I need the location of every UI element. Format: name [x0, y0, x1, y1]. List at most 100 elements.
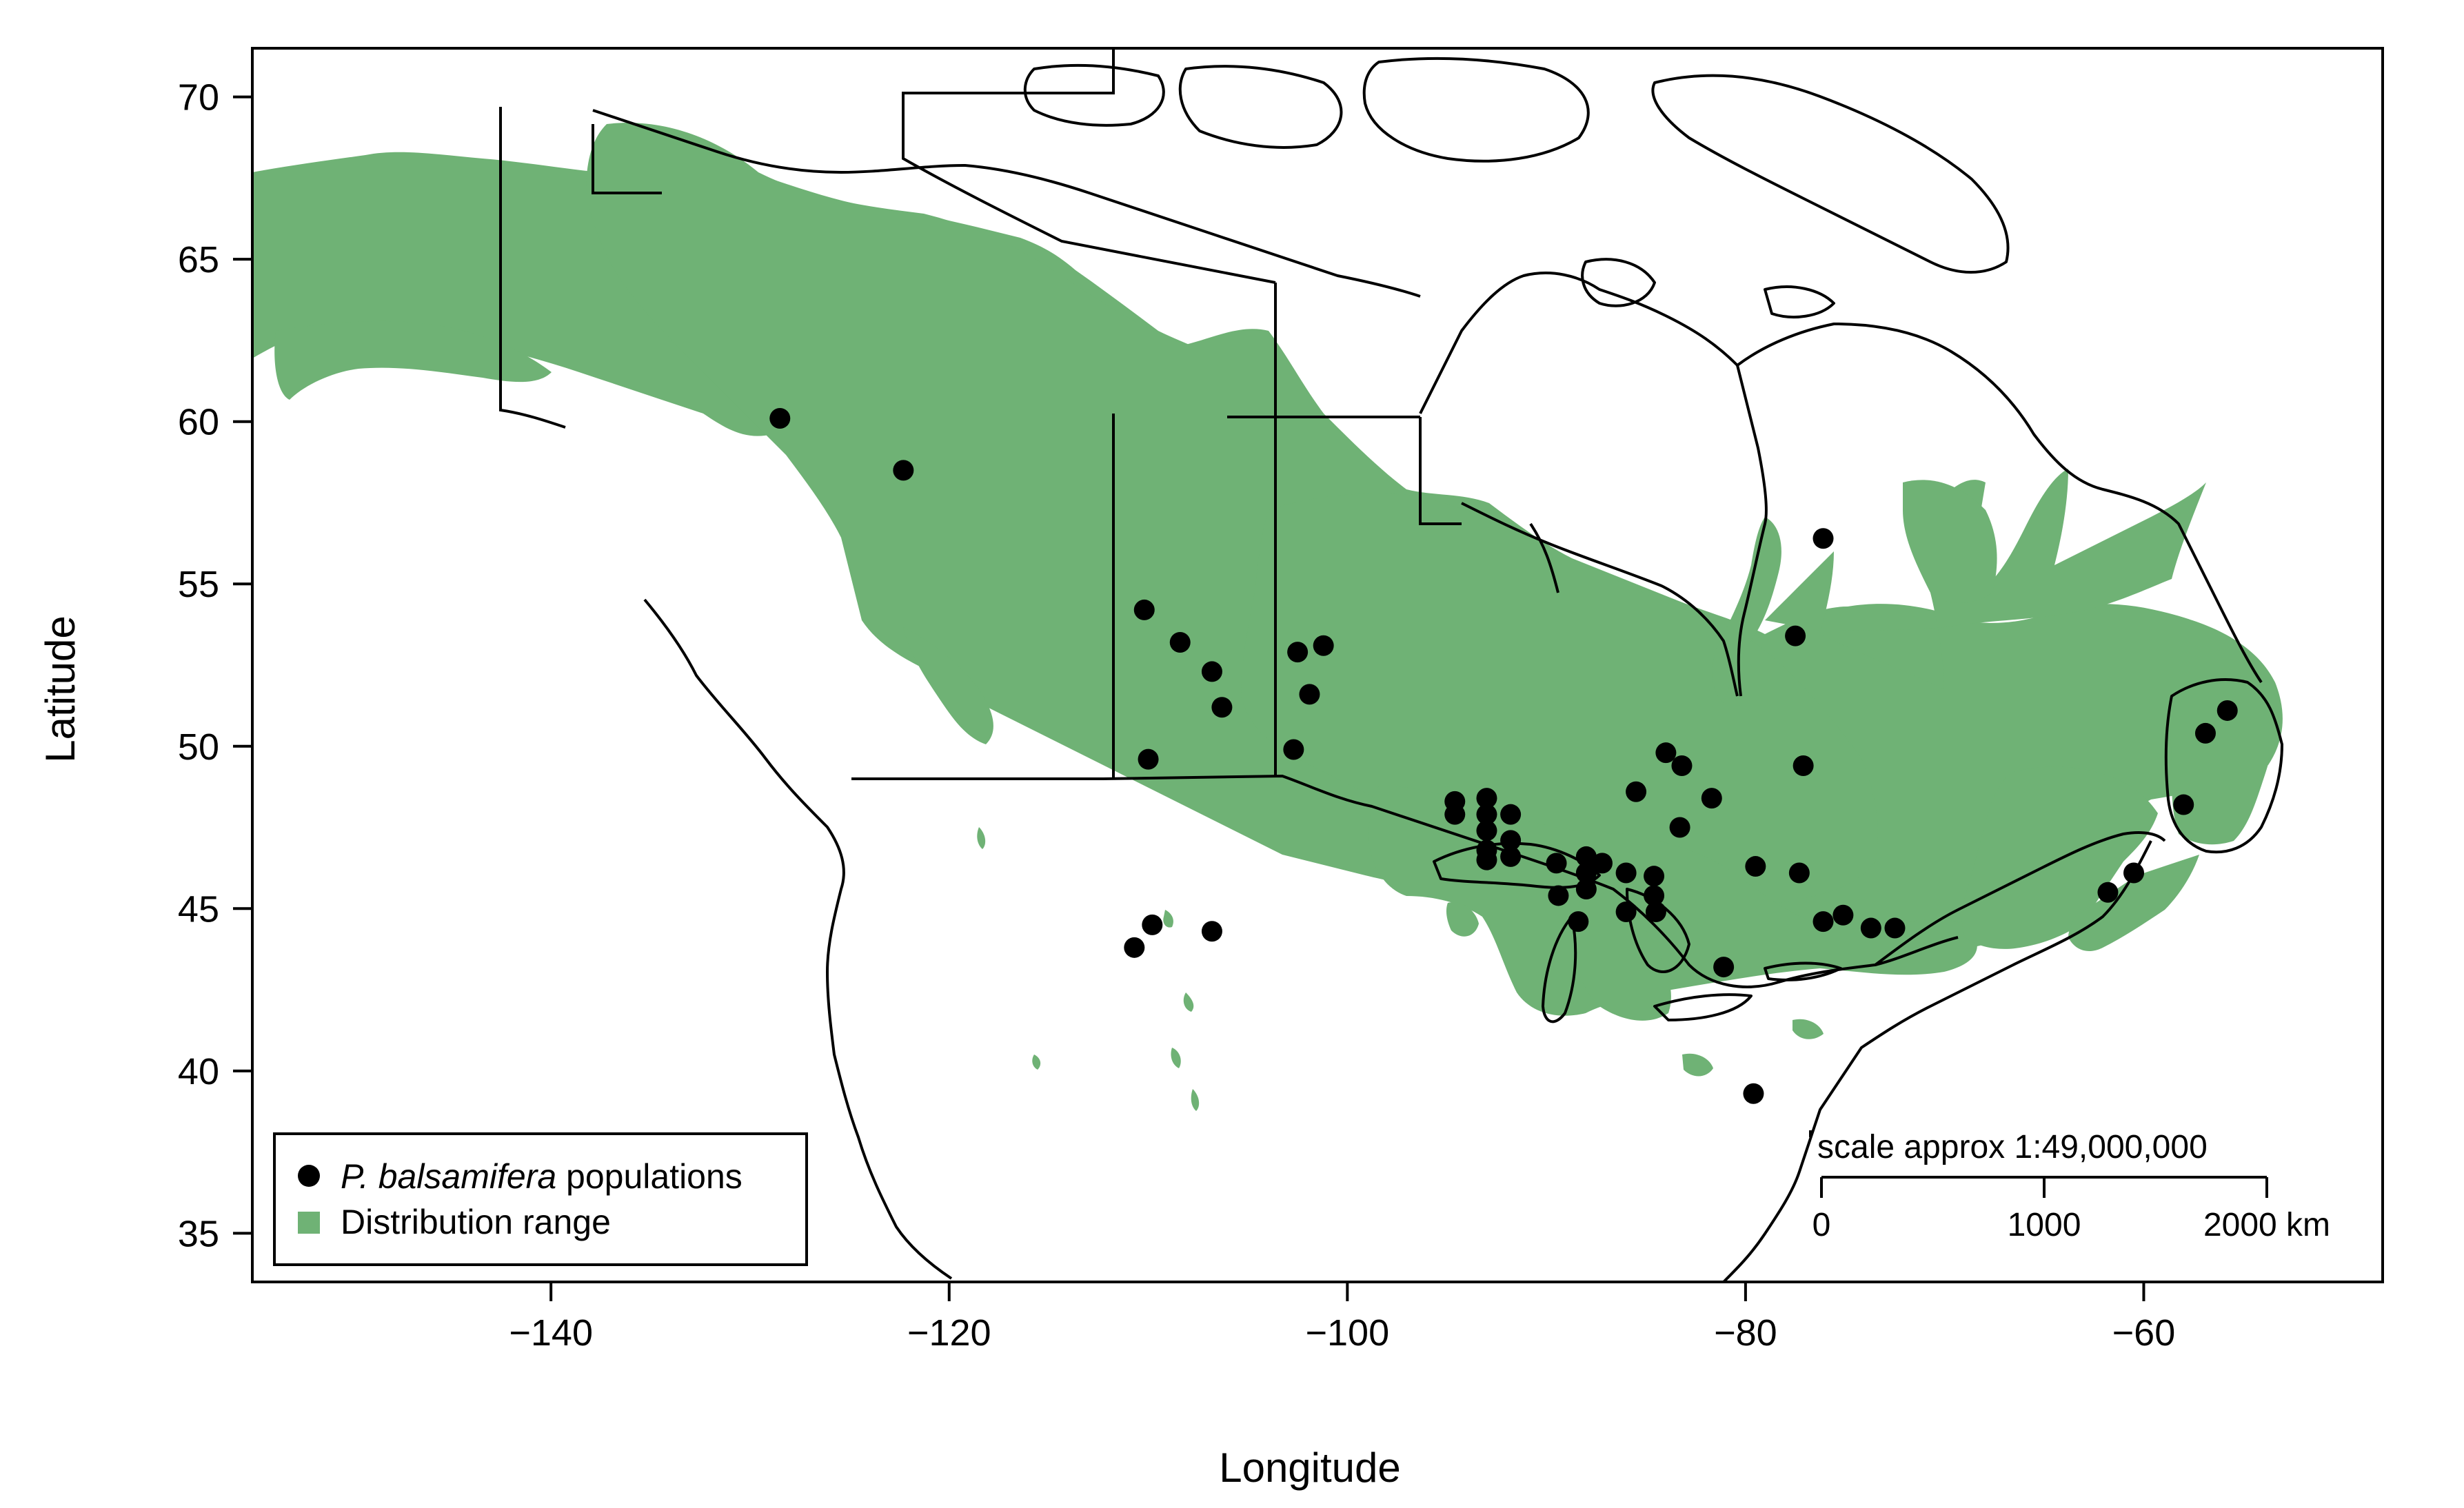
- y-tick-label: 50: [178, 726, 219, 768]
- y-tick-label: 35: [178, 1213, 219, 1254]
- population-point: [1476, 820, 1497, 842]
- pacific-coast: [643, 598, 953, 1280]
- population-point: [1548, 885, 1569, 906]
- scale-label-1000: 1000: [2008, 1207, 2081, 1243]
- population-point: [2123, 862, 2145, 884]
- population-point: [1644, 866, 1665, 887]
- population-point: [1884, 917, 1906, 939]
- population-point: [1133, 599, 1155, 620]
- scale-bar-title: scale approx 1:49,000,000: [1817, 1129, 2208, 1165]
- population-point: [1785, 625, 1806, 646]
- population-point: [1860, 917, 1881, 939]
- ontario-manitoba-border: [1419, 417, 1462, 525]
- x-tick-label: −60: [2112, 1312, 2176, 1354]
- population-point: [1568, 911, 1589, 933]
- scale-label-2000: 2000 km: [2203, 1207, 2330, 1243]
- range-prairie-lakes: [1241, 493, 1878, 917]
- hudson-bay-east-coast: [1736, 365, 1768, 697]
- legend-box: [273, 1132, 808, 1266]
- population-point: [1793, 755, 1814, 777]
- population-point: [1299, 684, 1320, 705]
- scale-label-0: 0: [1812, 1207, 1831, 1243]
- range-patch-1: [1163, 910, 1173, 928]
- population-point: [1211, 697, 1233, 718]
- x-tick-label: −140: [509, 1312, 593, 1354]
- y-tick-label: 45: [178, 888, 219, 930]
- population-point: [1745, 856, 1766, 877]
- population-point: [1313, 635, 1334, 656]
- population-point: [1591, 853, 1613, 874]
- population-point: [1812, 528, 1834, 549]
- range-patch-4: [1032, 1054, 1041, 1070]
- population-point: [1669, 817, 1690, 838]
- arctic-islands-2: [1178, 65, 1343, 149]
- arctic-islands-3: [1362, 57, 1590, 163]
- southampton-island: [1581, 258, 1656, 307]
- lake-erie: [1653, 993, 1753, 1021]
- range-lower-michigan: [1574, 889, 1671, 1021]
- population-point: [1476, 849, 1497, 870]
- population-point: [1626, 781, 1647, 802]
- legend-range-symbol: [298, 1212, 320, 1234]
- ontario-quebec-border: [1529, 522, 1559, 593]
- range-patch-7: [1682, 1053, 1713, 1077]
- x-tick-label: −120: [907, 1312, 991, 1354]
- population-point: [1476, 788, 1497, 809]
- y-tick-label: 60: [178, 402, 219, 443]
- yukon-nwt-border: [592, 124, 662, 194]
- arctic-border-1: [902, 48, 1115, 110]
- population-point: [1201, 661, 1222, 682]
- population-point: [1655, 742, 1677, 764]
- population-point: [1575, 862, 1597, 884]
- population-point: [1287, 642, 1309, 663]
- population-point: [1500, 830, 1522, 851]
- range-newfoundland: [2170, 680, 2275, 845]
- population-point: [1644, 885, 1665, 906]
- population-point: [893, 460, 914, 481]
- y-axis: 70 65 60 55 50 45 40 35: [178, 77, 252, 1254]
- population-points: [769, 408, 2238, 1104]
- population-point: [1138, 748, 1159, 770]
- political-boundaries: [499, 48, 1959, 988]
- canada-us-border: [851, 774, 1959, 988]
- distribution-range: [252, 123, 2283, 1111]
- population-point: [2173, 794, 2194, 815]
- population-point: [1788, 862, 1810, 884]
- population-point: [1500, 804, 1522, 825]
- population-point: [1575, 846, 1597, 867]
- legend-point-symbol: [298, 1165, 320, 1187]
- y-tick-label: 55: [178, 564, 219, 605]
- range-labrador: [1903, 480, 1997, 603]
- population-point: [1832, 904, 1854, 926]
- population-point: [2194, 722, 2216, 744]
- range-patch-9: [977, 827, 986, 849]
- newfoundland-outline: [2164, 678, 2283, 854]
- hudson-bay-south-coast: [1461, 502, 1739, 697]
- atlantic-coast: [1722, 840, 2152, 1282]
- population-point: [1701, 788, 1722, 809]
- y-tick-label: 70: [178, 77, 219, 119]
- population-point: [2216, 700, 2238, 721]
- population-point: [1476, 804, 1497, 825]
- population-point: [2097, 882, 2119, 903]
- legend-range-label: Distribution range: [341, 1203, 611, 1241]
- range-patch-5: [1171, 1048, 1181, 1068]
- range-patch-6: [1191, 1089, 1200, 1111]
- population-point: [1169, 632, 1191, 653]
- baffin-island: [1651, 74, 2010, 274]
- scale-bar: scale approx 1:49,000,000 0 1000 2000 km: [1809, 1129, 2330, 1243]
- range-nova-scotia: [2068, 855, 2199, 951]
- population-point: [1713, 957, 1735, 978]
- population-point: [769, 408, 791, 429]
- lake-michigan: [1542, 915, 1577, 1023]
- legend: P. balsamifera populations Distribution …: [273, 1132, 808, 1266]
- range-bc-valley: [903, 627, 993, 744]
- nwt-nunavut-border: [902, 110, 1276, 284]
- range-patch-3: [1446, 902, 1479, 937]
- ungava-coast: [1736, 323, 2263, 684]
- population-point: [1575, 879, 1597, 900]
- gulf-st-lawrence: [1874, 831, 2166, 966]
- population-point: [1124, 937, 1145, 958]
- x-axis: −140 −120 −100 −80 −60: [509, 1282, 2175, 1354]
